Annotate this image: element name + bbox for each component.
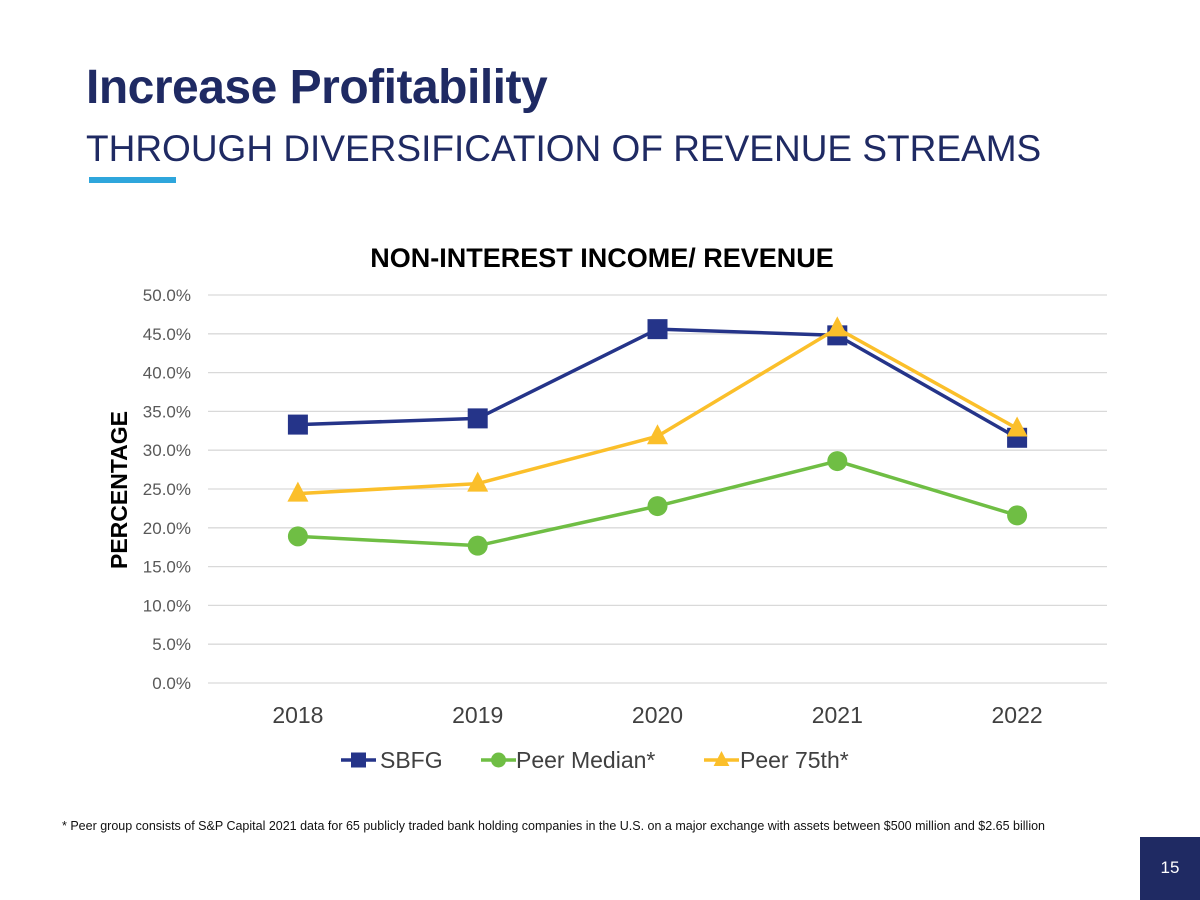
data-point-square	[287, 414, 308, 435]
data-point-triangle	[713, 751, 730, 766]
data-point-circle	[287, 526, 308, 547]
legend-item: Peer 75th*	[704, 747, 849, 773]
data-point-circle	[491, 752, 506, 768]
legend-item: Peer Median*	[481, 747, 655, 773]
data-point-circle	[1007, 505, 1028, 526]
slide-subtitle: THROUGH DIVERSIFICATION OF REVENUE STREA…	[86, 128, 1042, 169]
page-number-box: 15	[1140, 837, 1200, 900]
y-tick-label: 35.0%	[143, 402, 191, 421]
data-point-square	[467, 408, 488, 429]
line-chart: NON-INTEREST INCOME/ REVENUE PERCENTAGE …	[106, 243, 1107, 773]
legend-label: SBFG	[380, 747, 443, 773]
data-point-square	[351, 752, 366, 768]
series-peer-median	[287, 451, 1028, 556]
legend-item: SBFG	[341, 747, 443, 773]
data-point-circle	[467, 535, 488, 556]
series-lines	[287, 316, 1028, 556]
footnote: * Peer group consists of S&P Capital 202…	[62, 819, 1046, 833]
data-point-triangle	[1006, 416, 1028, 437]
y-tick-label: 45.0%	[143, 325, 191, 344]
series-peer-75th	[287, 316, 1028, 502]
y-tick-label: 30.0%	[143, 441, 191, 460]
x-tick-label: 2020	[632, 702, 683, 728]
y-tick-label: 0.0%	[152, 674, 191, 693]
x-tick-labels: 2018 2019 2020 2021 2022	[272, 702, 1042, 728]
data-point-square	[647, 319, 668, 340]
gridlines	[208, 294, 1107, 684]
accent-bar	[89, 177, 176, 183]
page-number: 15	[1160, 857, 1180, 877]
y-tick-label: 25.0%	[143, 480, 191, 499]
y-tick-labels: 0.0% 5.0% 10.0% 15.0% 20.0% 25.0% 30.0% 35.0% 40…	[143, 286, 191, 693]
legend-label: Peer 75th*	[740, 747, 849, 773]
slide-title: Increase Profitability	[86, 61, 548, 114]
x-tick-label: 2019	[452, 702, 503, 728]
data-point-circle	[647, 496, 668, 517]
data-point-triangle	[467, 471, 489, 492]
x-tick-label: 2021	[812, 702, 863, 728]
legend-label: Peer Median*	[516, 747, 655, 773]
x-tick-label: 2022	[992, 702, 1043, 728]
x-tick-label: 2018	[272, 702, 323, 728]
data-point-triangle	[647, 424, 668, 445]
y-tick-label: 20.0%	[143, 519, 191, 538]
chart-title: NON-INTEREST INCOME/ REVENUE	[370, 243, 834, 273]
data-point-triangle	[287, 481, 309, 502]
series-sbfg	[287, 319, 1028, 448]
y-tick-label: 5.0%	[152, 635, 191, 654]
y-tick-label: 40.0%	[143, 364, 191, 383]
y-axis-label: PERCENTAGE	[106, 411, 132, 569]
y-tick-label: 10.0%	[143, 596, 191, 615]
y-tick-label: 15.0%	[143, 558, 191, 577]
data-point-circle	[827, 451, 848, 472]
data-point-triangle	[826, 316, 848, 337]
series-line	[297, 327, 1018, 440]
legend: SBFG Peer Median* Peer 75th*	[341, 747, 849, 773]
y-tick-label: 50.0%	[143, 286, 191, 305]
